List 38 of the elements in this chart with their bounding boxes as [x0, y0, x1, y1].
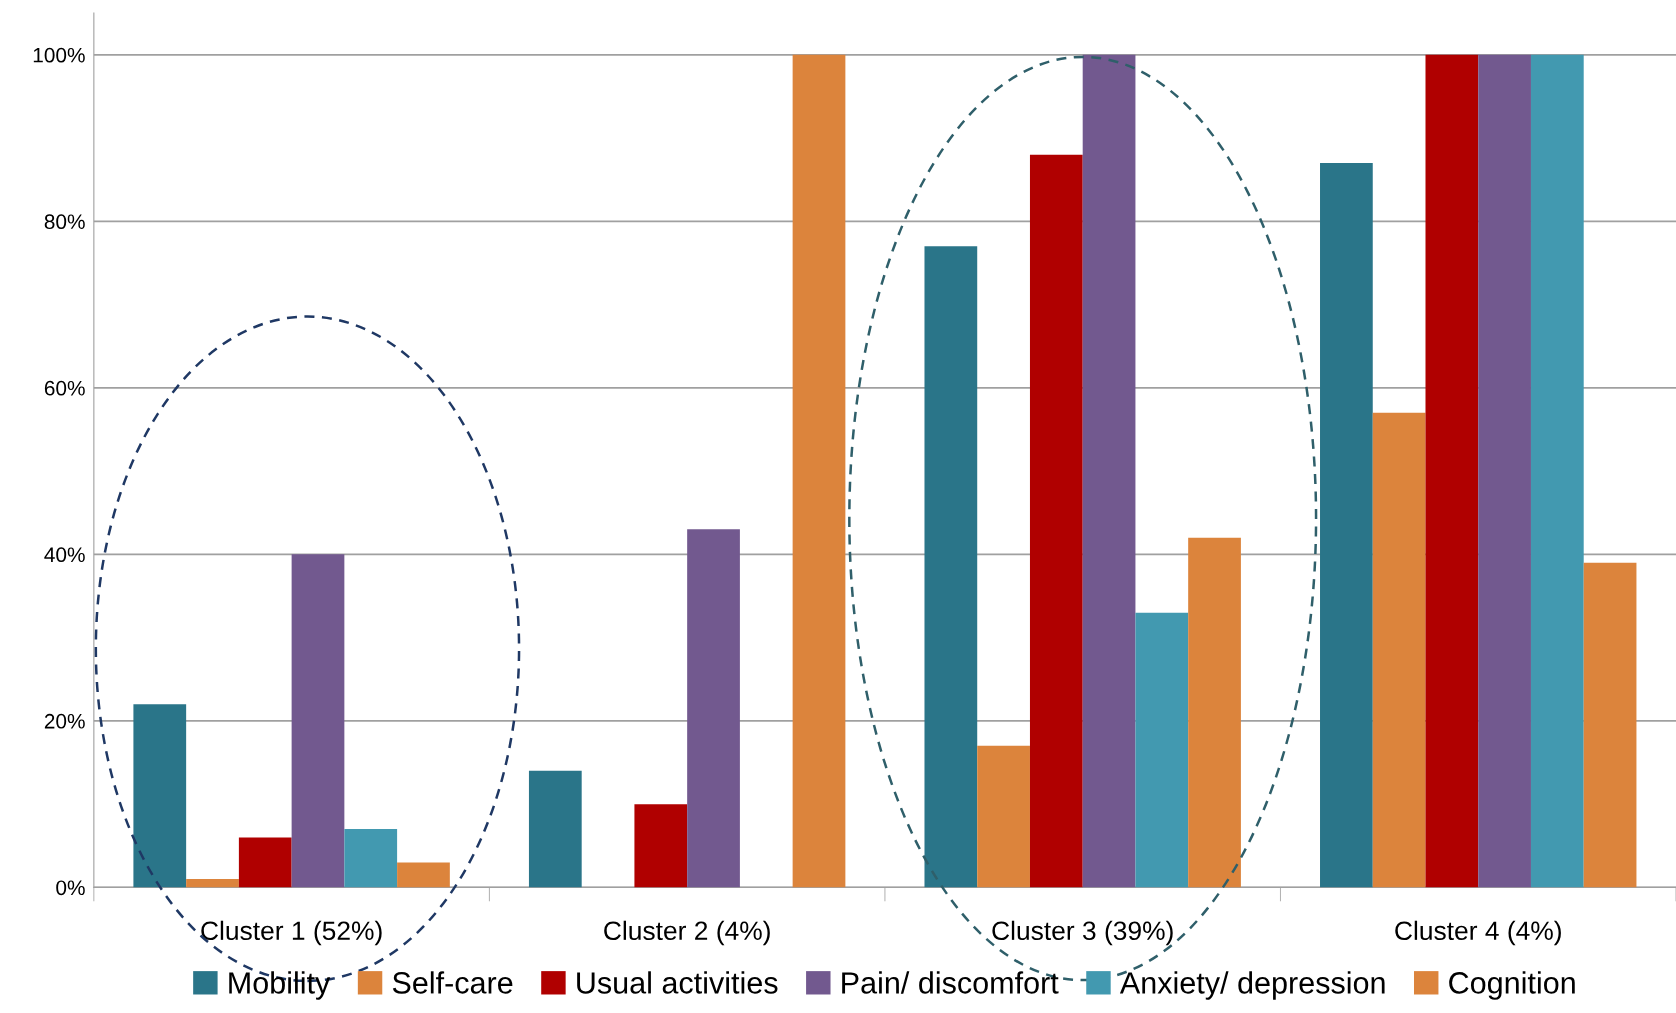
bar	[186, 879, 239, 888]
bar	[528, 770, 582, 888]
bar	[291, 554, 345, 888]
x-tick-label: Cluster 1 (52%)	[201, 920, 382, 946]
x-tick-label: Cluster 4 (4%)	[1395, 920, 1561, 946]
bar	[1530, 54, 1584, 888]
legend-label: Cognition	[1449, 971, 1575, 1000]
y-tick-label: 40%	[44, 547, 85, 563]
bar	[792, 54, 846, 888]
legend-label: Self-care	[392, 971, 513, 994]
x-tick-label: Cluster 3 (39%)	[992, 920, 1173, 946]
bar	[977, 745, 1030, 888]
bar	[1583, 562, 1637, 888]
legend-label: Pain/ discomfort	[842, 971, 1059, 994]
bar	[1372, 412, 1426, 888]
x-tick-label: Cluster 2 (4%)	[604, 920, 770, 946]
bar	[1188, 537, 1241, 888]
legend-label: Mobility	[229, 971, 331, 1000]
bar	[238, 837, 292, 888]
bar	[1320, 163, 1373, 888]
bar	[1082, 54, 1136, 888]
bar	[133, 704, 187, 888]
y-tick-label: 80%	[44, 214, 85, 230]
legend-label: Anxiety/ depression	[1119, 971, 1385, 1000]
y-tick-label: 60%	[44, 380, 85, 396]
legend-label: Usual activities	[577, 971, 778, 994]
bar	[687, 529, 740, 888]
bar	[1135, 612, 1189, 888]
bar	[1478, 54, 1531, 888]
bar	[924, 246, 978, 888]
bar	[397, 862, 450, 888]
y-tick-label: 0%	[56, 880, 85, 896]
bar	[344, 829, 398, 888]
y-tick-label: 100%	[33, 47, 85, 63]
y-tick-label: 20%	[44, 713, 85, 729]
bar	[1425, 54, 1479, 888]
bar	[634, 804, 688, 888]
bar	[1029, 154, 1083, 888]
